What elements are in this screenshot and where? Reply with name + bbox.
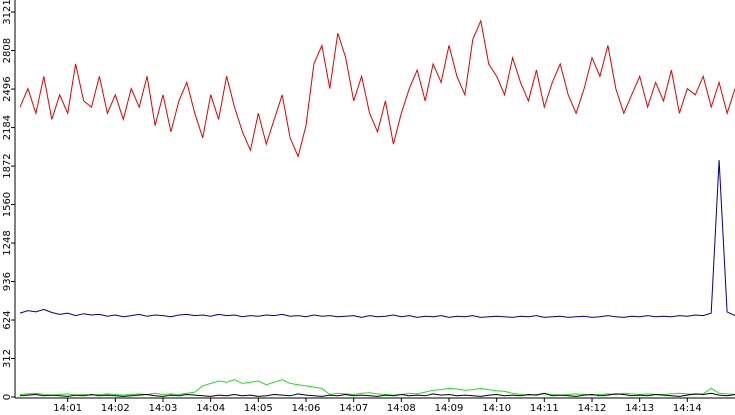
x-tick-label: 14:04	[196, 403, 225, 414]
y-tick-label: 0	[2, 394, 13, 400]
x-tick-label: 14:12	[578, 403, 607, 414]
x-tick-label: 14:13	[625, 403, 654, 414]
y-tick-label: 1872	[2, 153, 13, 178]
x-tick-label: 14:10	[482, 403, 511, 414]
y-tick-label: 624	[2, 310, 13, 329]
x-tick-label: 14:07	[339, 403, 368, 414]
y-tick-label: 1560	[2, 192, 13, 217]
x-tick-label: 14:11	[530, 403, 559, 414]
x-tick-label: 14:08	[387, 403, 416, 414]
x-tick-label: 14:09	[435, 403, 464, 414]
x-tick-label: 14:05	[244, 403, 273, 414]
series-line	[19, 392, 735, 397]
y-tick-label: 2496	[2, 76, 13, 101]
y-tick-label: 3121	[2, 0, 13, 25]
y-tick-label: 312	[2, 349, 13, 368]
x-axis-band	[0, 399, 735, 415]
y-tick-label: 1248	[2, 230, 13, 255]
series-line	[19, 379, 735, 396]
y-tick-label: 2808	[2, 38, 13, 63]
y-tick-label: 2184	[2, 115, 13, 140]
x-tick-label: 14:14	[673, 403, 702, 414]
x-tick-label: 14:03	[149, 403, 178, 414]
series-line	[19, 160, 735, 318]
series-line	[19, 19, 735, 159]
x-tick-label: 14:02	[101, 403, 130, 414]
y-tick-label: 936	[2, 272, 13, 291]
x-tick-label: 14:06	[292, 403, 321, 414]
x-tick-label: 14:01	[53, 403, 82, 414]
